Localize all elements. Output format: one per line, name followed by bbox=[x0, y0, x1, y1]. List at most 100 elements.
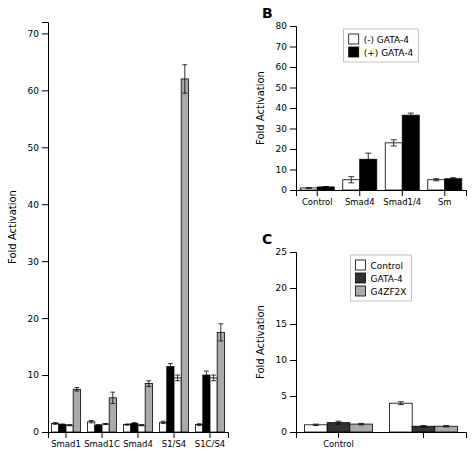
tick-mark bbox=[290, 288, 296, 289]
tick-mark bbox=[290, 324, 296, 325]
bar bbox=[412, 426, 435, 432]
x-axis: Control bbox=[297, 432, 467, 449]
error-cap bbox=[450, 177, 456, 178]
bar bbox=[145, 384, 152, 432]
error-cap bbox=[391, 145, 397, 146]
error-bar bbox=[175, 375, 180, 381]
tick-label: 15 bbox=[276, 319, 287, 329]
tick-label: 0 bbox=[33, 427, 39, 437]
bar bbox=[300, 188, 317, 190]
error-cap bbox=[218, 323, 223, 324]
tick-label: 40 bbox=[276, 103, 288, 113]
error-cap bbox=[146, 380, 151, 381]
tick-mark bbox=[42, 33, 48, 34]
error-bar bbox=[197, 424, 202, 426]
figure: 010203040506070Smad1Smad1CSmad4S1/S4S1C/… bbox=[0, 0, 474, 474]
error-cap bbox=[313, 425, 319, 426]
error-line bbox=[338, 421, 339, 424]
tick-label: Smad4 bbox=[345, 197, 375, 207]
legend-item: (-) GATA-4 bbox=[349, 34, 410, 45]
y-axis-title: Fold Activation bbox=[255, 71, 266, 145]
error-cap bbox=[96, 424, 101, 425]
error-cap bbox=[348, 182, 354, 183]
error-line bbox=[368, 153, 369, 165]
error-bar bbox=[74, 388, 79, 391]
axis-line bbox=[290, 253, 297, 433]
error-cap bbox=[67, 424, 72, 425]
legend-item: (+) GATA-4 bbox=[349, 47, 414, 58]
error-cap bbox=[168, 363, 173, 364]
bar bbox=[203, 375, 210, 432]
error-bar bbox=[125, 424, 130, 425]
error-cap bbox=[408, 113, 414, 114]
error-cap bbox=[421, 425, 427, 426]
error-line bbox=[206, 371, 207, 379]
tick-label: 40 bbox=[28, 200, 40, 210]
legend-label: GATA-4 bbox=[371, 274, 403, 284]
error-cap bbox=[211, 375, 216, 376]
tick-label: 0 bbox=[281, 185, 287, 195]
error-cap bbox=[125, 424, 130, 425]
error-bar bbox=[218, 324, 223, 341]
tick: S1C/S4 bbox=[195, 432, 225, 449]
tick: 0 bbox=[281, 427, 296, 437]
error-bar bbox=[161, 421, 166, 423]
tick: 25 bbox=[276, 247, 296, 257]
bar bbox=[167, 367, 174, 432]
tick: 5 bbox=[281, 391, 296, 401]
bar bbox=[52, 423, 59, 432]
series bbox=[317, 113, 462, 190]
panel: 01020304050607080ControlSmad4Smad1/4SmFo… bbox=[255, 5, 467, 207]
tick-label: 10 bbox=[276, 355, 288, 365]
error-cap bbox=[365, 153, 371, 154]
error-cap bbox=[443, 425, 449, 426]
tick: 10 bbox=[276, 165, 296, 175]
tick: 20 bbox=[276, 283, 296, 293]
y-axis: 010203040506070 bbox=[28, 23, 49, 438]
bar bbox=[385, 143, 402, 190]
tick: 70 bbox=[276, 42, 296, 52]
error-cap bbox=[204, 379, 209, 380]
series bbox=[350, 423, 458, 432]
axis-line bbox=[42, 23, 49, 433]
tick: Control bbox=[302, 190, 333, 207]
error-line bbox=[400, 402, 401, 405]
tick-mark bbox=[290, 108, 296, 109]
tick-mark bbox=[423, 432, 424, 438]
bar bbox=[350, 424, 373, 432]
tick-mark bbox=[290, 396, 296, 397]
legend-swatch bbox=[349, 47, 359, 57]
error-bar bbox=[204, 371, 209, 379]
tick-mark bbox=[42, 432, 48, 433]
tick-label: 70 bbox=[276, 42, 288, 52]
error-bar bbox=[365, 153, 371, 165]
error-cap bbox=[348, 176, 354, 177]
error-cap bbox=[103, 424, 108, 425]
tick-label: Smad1/4 bbox=[383, 197, 421, 207]
bar bbox=[445, 179, 462, 190]
error-cap bbox=[323, 187, 329, 188]
error-cap bbox=[450, 179, 456, 180]
error-cap bbox=[60, 425, 65, 426]
error-bar bbox=[96, 425, 101, 426]
bar bbox=[95, 425, 102, 432]
tick-mark bbox=[42, 261, 48, 262]
legend-box bbox=[344, 29, 419, 62]
tick: 40 bbox=[276, 103, 296, 113]
error-bar bbox=[443, 426, 449, 427]
error-cap bbox=[182, 93, 187, 94]
bar bbox=[174, 378, 181, 432]
error-line bbox=[410, 113, 411, 117]
error-line bbox=[393, 140, 394, 146]
tick: 30 bbox=[276, 124, 296, 134]
bar bbox=[88, 422, 95, 432]
plot-area bbox=[300, 113, 462, 190]
error-cap bbox=[74, 387, 79, 388]
axis-line bbox=[49, 433, 229, 439]
tick-label: 10 bbox=[28, 370, 40, 380]
error-cap bbox=[197, 423, 202, 424]
tick: 80 bbox=[276, 21, 296, 31]
error-cap bbox=[175, 380, 180, 381]
tick-mark bbox=[290, 47, 296, 48]
error-cap bbox=[89, 422, 94, 423]
